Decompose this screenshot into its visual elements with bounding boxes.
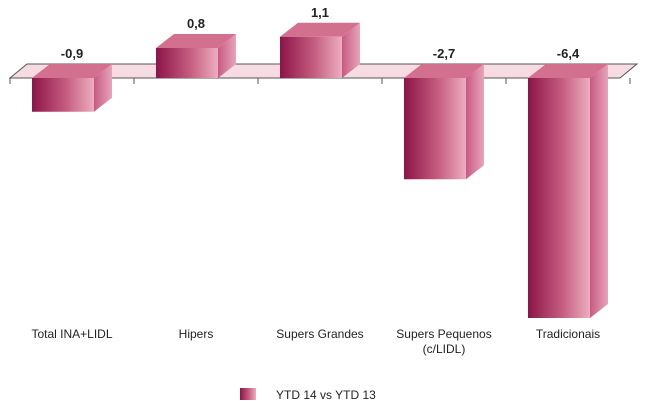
category-label-line: Supers Grandes <box>276 327 363 341</box>
category-label-line: (c/LIDL) <box>423 342 466 356</box>
value-label: -2,7 <box>433 46 455 61</box>
bar-side <box>218 34 236 78</box>
bar-front <box>528 78 590 318</box>
bar-front <box>280 36 342 78</box>
value-label: -6,4 <box>557 46 580 61</box>
bar-side <box>590 64 608 318</box>
category-label: Tradicionais <box>536 327 600 341</box>
category-label-line: Total INA+LIDL <box>31 327 112 341</box>
category-label: Supers Pequenos (c/LIDL) <box>396 327 491 356</box>
bar-top <box>528 64 608 78</box>
value-label: 1,1 <box>311 5 329 20</box>
bar-side <box>342 22 360 78</box>
category-label-line: Hipers <box>179 327 214 341</box>
category-label-line: Supers Pequenos <box>396 327 491 341</box>
bar-side <box>466 64 484 180</box>
bar-top <box>156 34 236 48</box>
bar <box>280 22 360 78</box>
legend: YTD 14 vs YTD 13 <box>240 388 376 401</box>
category-label: Hipers <box>179 327 214 341</box>
bar <box>156 34 236 78</box>
bar <box>32 64 112 112</box>
bar <box>404 64 484 180</box>
bar-top <box>32 64 112 78</box>
bar-front <box>32 78 94 112</box>
category-label: Supers Grandes <box>276 327 363 341</box>
bar-front <box>404 78 466 180</box>
value-label: 0,8 <box>187 16 205 31</box>
category-label: Total INA+LIDL <box>31 327 112 341</box>
bar <box>528 64 608 318</box>
bar-top <box>404 64 484 78</box>
bar-front <box>156 48 218 78</box>
legend-label: YTD 14 vs YTD 13 <box>276 388 376 401</box>
value-label: -0,9 <box>61 46 83 61</box>
category-label-line: Tradicionais <box>536 327 600 341</box>
bar-side <box>94 64 112 112</box>
bar-top <box>280 22 360 37</box>
legend-swatch <box>240 388 256 400</box>
